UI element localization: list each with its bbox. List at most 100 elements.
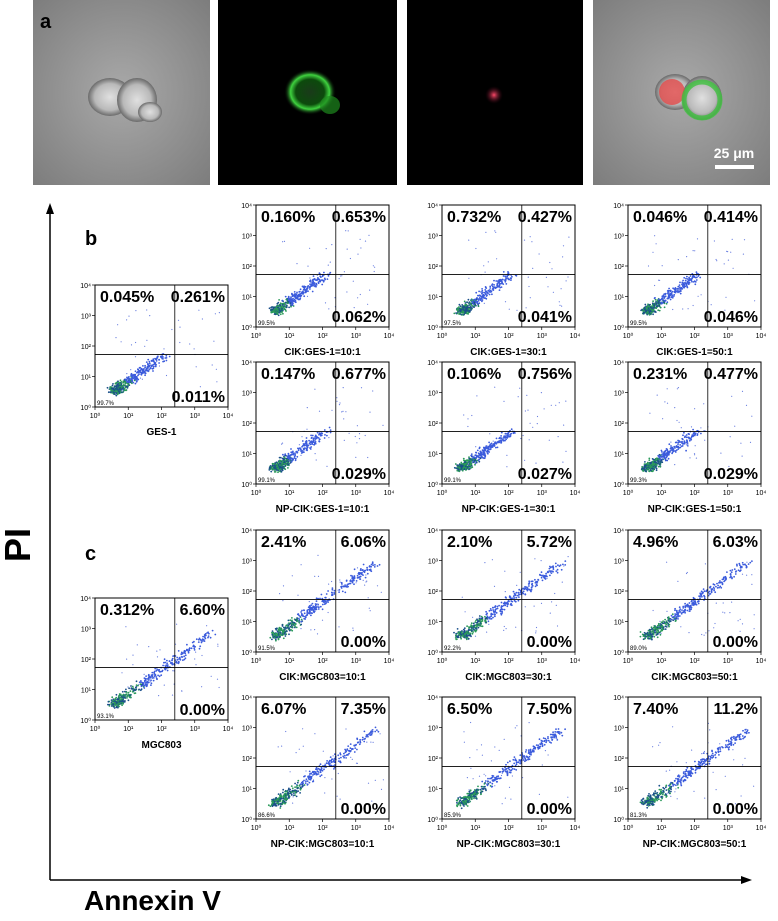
event-dot: [645, 311, 647, 313]
event-dot: [178, 661, 180, 663]
event-dot: [484, 303, 485, 304]
event-dot: [692, 429, 694, 431]
event-dot: [300, 455, 301, 456]
event-dot: [202, 318, 203, 319]
event-dot: [652, 458, 654, 460]
event-dot: [359, 576, 361, 578]
event-dot: [475, 292, 477, 294]
event-dot: [130, 685, 132, 687]
event-dot: [660, 460, 662, 462]
event-dot: [320, 606, 322, 608]
event-dot: [199, 638, 201, 640]
event-dot: [697, 275, 699, 277]
event-dot: [179, 658, 181, 660]
event-dot: [679, 606, 681, 608]
event-dot: [541, 577, 543, 579]
event-dot: [698, 296, 699, 297]
event-dot: [279, 307, 280, 308]
event-dot: [506, 277, 507, 278]
event-dot: [456, 638, 458, 640]
event-dot: [501, 602, 503, 604]
event-dot: [144, 346, 145, 347]
event-dot: [478, 459, 480, 461]
event-dot: [688, 433, 690, 435]
event-dot: [314, 439, 316, 441]
event-dot: [530, 423, 531, 424]
event-dot: [703, 403, 704, 404]
y-tick-label: 10³: [242, 559, 253, 566]
event-dot: [687, 444, 689, 446]
event-dot: [649, 413, 650, 414]
event-dot: [651, 307, 653, 309]
event-dot: [510, 433, 512, 435]
event-dot: [377, 565, 379, 567]
event-dot: [656, 468, 658, 470]
event-dot: [321, 284, 323, 286]
event-dot: [140, 683, 142, 685]
event-dot: [525, 410, 526, 411]
event-dot: [472, 617, 473, 618]
event-dot: [283, 307, 285, 309]
event-dot: [282, 629, 284, 631]
event-dot: [459, 470, 461, 472]
event-dot: [277, 309, 279, 311]
event-dot: [546, 578, 547, 579]
event-dot: [505, 301, 506, 302]
event-dot: [689, 440, 691, 442]
event-dot: [149, 361, 151, 363]
event-dot: [148, 368, 150, 370]
event-dot: [551, 268, 552, 269]
event-dot: [551, 405, 552, 406]
event-dot: [330, 262, 331, 263]
event-dot: [198, 641, 200, 643]
event-dot: [312, 282, 314, 284]
x-tick-label: 10³: [190, 413, 201, 420]
event-dot: [539, 253, 540, 254]
event-dot: [312, 291, 314, 293]
event-dot: [296, 451, 298, 453]
event-dot: [322, 620, 323, 621]
event-dot: [469, 301, 471, 303]
event-dot: [504, 571, 505, 572]
event-dot: [457, 312, 459, 314]
event-dot: [658, 280, 659, 281]
event-dot: [686, 276, 688, 278]
event-dot: [131, 375, 133, 377]
flow-plot: 0.045%0.261%0.011%99.7%10⁰10⁰10¹10¹10²10…: [80, 283, 233, 438]
event-dot: [308, 440, 310, 442]
event-dot: [485, 297, 487, 299]
event-dot: [216, 381, 217, 382]
event-dot: [279, 633, 281, 635]
event-dot: [461, 468, 463, 470]
event-dot: [280, 468, 282, 470]
event-dot: [484, 619, 486, 621]
event-dot: [306, 429, 307, 430]
event-dot: [537, 581, 539, 583]
event-dot: [465, 302, 467, 304]
event-dot: [132, 688, 134, 690]
event-dot: [524, 240, 525, 241]
quadrant-percent: 0.312%: [100, 602, 154, 619]
event-dot: [328, 612, 329, 613]
event-dot: [553, 568, 555, 570]
event-dot: [557, 569, 559, 571]
event-dot: [554, 593, 555, 594]
event-dot: [211, 676, 212, 677]
event-dot: [725, 297, 726, 298]
event-dot: [275, 628, 277, 630]
event-dot: [195, 652, 196, 653]
event-dot: [700, 427, 701, 428]
flow-plot: 0.231%0.477%0.029%99.3%10⁰10⁰10¹10¹10²10…: [613, 360, 766, 515]
event-dot: [127, 381, 129, 383]
event-dot: [491, 618, 493, 620]
event-dot: [518, 592, 520, 594]
y-tick-label: 10²: [428, 264, 439, 271]
event-dot: [328, 265, 329, 266]
event-dot: [282, 454, 284, 456]
x-tick-label: 10¹: [470, 658, 481, 665]
event-dot: [307, 444, 309, 446]
event-dot: [303, 292, 305, 294]
event-dot: [117, 698, 119, 700]
x-tick-label: 10¹: [284, 333, 295, 340]
event-dot: [196, 638, 198, 640]
